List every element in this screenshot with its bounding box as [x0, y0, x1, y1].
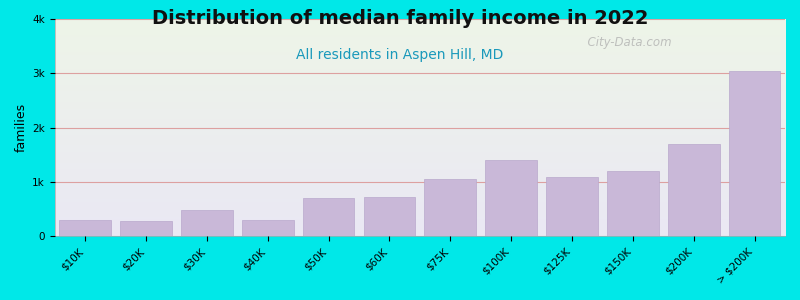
Bar	[120, 221, 172, 236]
Bar	[59, 220, 111, 236]
Bar	[363, 197, 415, 236]
Bar	[607, 171, 658, 236]
Bar	[486, 160, 537, 236]
Text: Distribution of median family income in 2022: Distribution of median family income in …	[152, 9, 648, 28]
Y-axis label: families: families	[15, 103, 28, 152]
Bar	[729, 70, 781, 236]
Bar	[242, 220, 294, 236]
Text: City-Data.com: City-Data.com	[581, 36, 672, 50]
Bar	[546, 177, 598, 236]
Text: All residents in Aspen Hill, MD: All residents in Aspen Hill, MD	[296, 48, 504, 62]
Bar	[668, 144, 719, 236]
Bar	[181, 210, 233, 236]
Bar	[302, 198, 354, 236]
Bar	[424, 179, 476, 236]
